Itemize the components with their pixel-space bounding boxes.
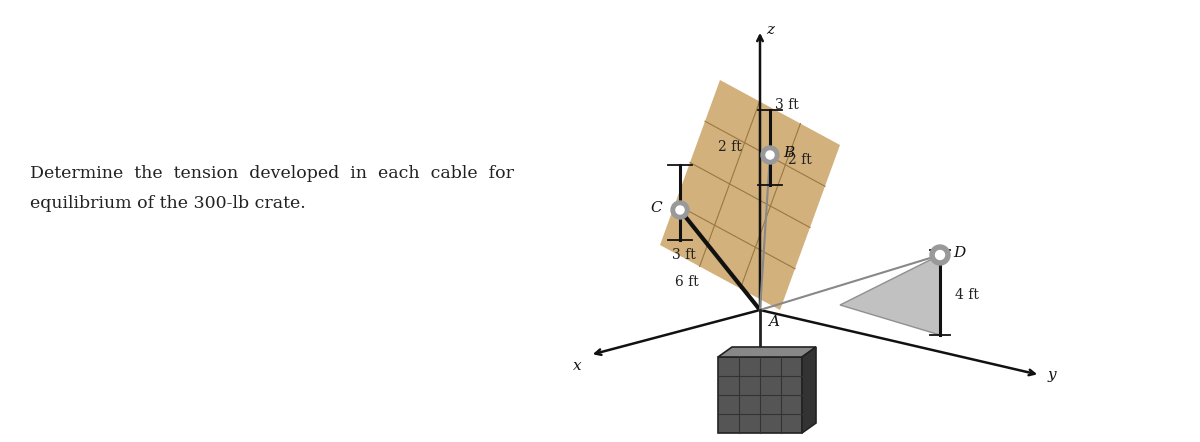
- Polygon shape: [802, 347, 816, 433]
- Circle shape: [930, 245, 950, 265]
- Polygon shape: [718, 357, 802, 433]
- Text: Determine  the  tension  developed  in  each  cable  for: Determine the tension developed in each …: [30, 165, 514, 182]
- Text: D: D: [953, 246, 965, 260]
- Polygon shape: [660, 80, 840, 310]
- Circle shape: [766, 151, 774, 159]
- Text: 3 ft: 3 ft: [775, 98, 799, 112]
- Text: 3 ft: 3 ft: [775, 355, 799, 369]
- Circle shape: [761, 146, 779, 164]
- Text: C: C: [650, 201, 662, 215]
- Text: B: B: [784, 146, 794, 160]
- Text: 2 ft: 2 ft: [788, 153, 811, 167]
- Text: 4 ft: 4 ft: [955, 288, 979, 302]
- Circle shape: [936, 251, 944, 259]
- Text: A: A: [768, 315, 779, 329]
- Circle shape: [671, 201, 689, 219]
- Polygon shape: [718, 347, 816, 357]
- Text: 3 ft: 3 ft: [672, 248, 696, 262]
- Text: equilibrium of the 300-lb crate.: equilibrium of the 300-lb crate.: [30, 195, 306, 212]
- Text: 6 ft: 6 ft: [674, 275, 698, 289]
- Circle shape: [676, 206, 684, 214]
- Polygon shape: [840, 255, 940, 335]
- Text: 2 ft: 2 ft: [719, 140, 742, 154]
- Text: y: y: [1048, 368, 1057, 382]
- Text: z: z: [766, 23, 774, 37]
- Text: x: x: [574, 359, 582, 373]
